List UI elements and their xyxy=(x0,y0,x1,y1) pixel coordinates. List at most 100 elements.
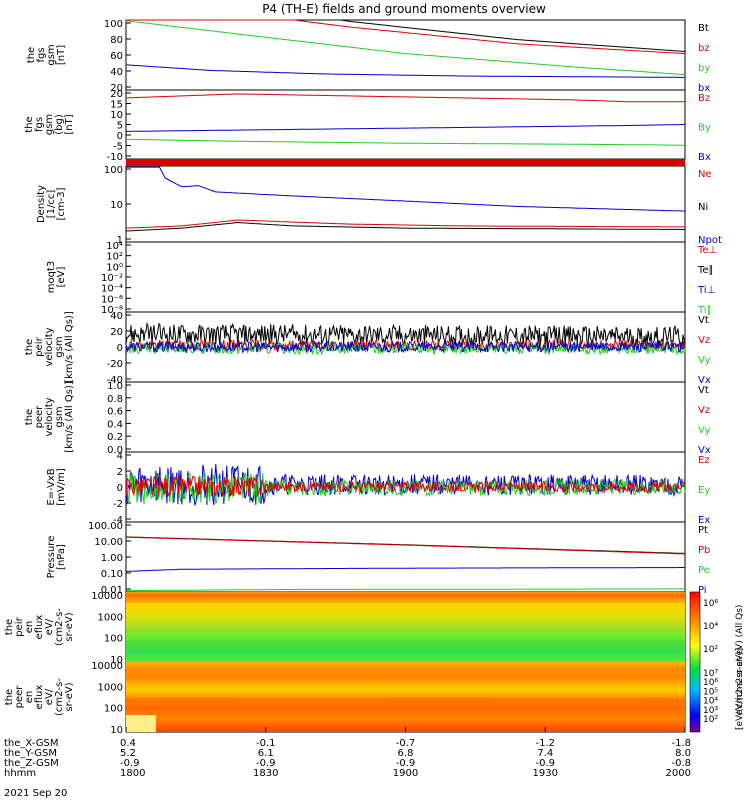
y-tick-label: 10⁴ xyxy=(106,241,123,252)
colorbar-tick-label: 10² xyxy=(703,715,718,725)
plot-title: P4 (TH-E) fields and ground moments over… xyxy=(262,2,546,16)
x-tick-label: -1.2 xyxy=(535,738,555,749)
legend-entry: Bx xyxy=(698,152,711,163)
series-by xyxy=(125,20,686,76)
y-axis-label: [nPa] xyxy=(56,544,67,570)
legend-entry: Ex xyxy=(698,515,710,526)
electron-band-1 xyxy=(126,675,685,679)
ion-spectrogram-image xyxy=(126,592,685,662)
legend-entry: Pe xyxy=(698,565,710,576)
y-tick-label: 10 xyxy=(110,110,123,121)
y-tick-label: 0.01 xyxy=(101,585,123,596)
x-row-label: hhmm xyxy=(4,768,36,779)
y-tick-label: 1000 xyxy=(98,682,123,693)
y-axis-label: sr-eV) xyxy=(64,682,75,711)
y-tick-label: 10² xyxy=(106,252,123,263)
electron-spectrogram-image xyxy=(126,662,685,732)
panel-frame xyxy=(125,165,686,243)
y-axis-label: peer xyxy=(34,405,45,429)
y-tick-label: 10⁰ xyxy=(106,262,123,273)
legend-entry: by xyxy=(698,63,710,74)
legend-entry: Te⊥ xyxy=(697,245,717,256)
ion-band-low xyxy=(126,632,685,640)
y-axis-label: (cm2-s- xyxy=(54,608,65,646)
series-Ez xyxy=(125,475,686,498)
y-tick-label: 4 xyxy=(117,451,123,462)
x-tick-label: 6.8 xyxy=(398,748,414,759)
y-axis-label: Density xyxy=(36,185,47,223)
y-tick-label: -5 xyxy=(113,142,123,153)
y-tick-label: 10 xyxy=(110,655,123,666)
series-Pb xyxy=(125,536,686,555)
y-tick-label: 0.6 xyxy=(107,407,123,418)
colorbar-tick-label: 10⁵ xyxy=(703,687,718,697)
y-tick-label: 10⁻² xyxy=(101,273,123,284)
y-axis-label: gsm xyxy=(54,406,65,427)
legend-entry: Pt xyxy=(698,525,708,536)
series-Bt xyxy=(126,19,686,52)
legend-entry: Ey xyxy=(698,485,710,496)
x-tick-label: 2000 xyxy=(666,768,691,779)
y-axis-label: [cm-3] xyxy=(56,187,67,220)
y-axis-label: the xyxy=(4,689,15,705)
y-tick-label: 0.10 xyxy=(101,569,123,580)
series-Vt xyxy=(125,321,686,348)
y-tick-label: 0.0 xyxy=(107,445,123,456)
legend-entry: Ti⊥ xyxy=(697,285,715,296)
quality-flag-strip xyxy=(126,159,685,166)
legend-entry: Vt xyxy=(698,385,709,396)
y-axis-label: en xyxy=(24,691,35,704)
x-tick-label: -0.9 xyxy=(120,758,140,769)
y-tick-label: 40 xyxy=(110,67,123,78)
series-Pe xyxy=(126,588,685,592)
y-tick-label: 5 xyxy=(117,121,123,132)
y-tick-label: 100 xyxy=(104,704,123,715)
legend-entry: Vy xyxy=(698,425,711,436)
y-axis-label: (bg) xyxy=(54,114,65,135)
y-tick-label: 0 xyxy=(117,483,123,494)
colorbar-tick-label: 10⁴ xyxy=(703,697,718,707)
series-Bx xyxy=(126,124,685,132)
x-tick-label: -0.1 xyxy=(256,738,276,749)
y-tick-label: 10000 xyxy=(91,661,123,672)
y-tick-label: 10 xyxy=(110,725,123,736)
colorbar-tick-label: 10⁶ xyxy=(703,599,718,609)
panel-frame xyxy=(125,521,686,593)
x-row-label: the_Y-GSM xyxy=(4,748,57,759)
y-axis-label: en xyxy=(24,621,35,634)
panel-frame xyxy=(125,241,686,313)
x-tick-label: -1.8 xyxy=(671,738,691,749)
y-tick-label: 0 xyxy=(117,131,123,142)
y-tick-label: 100 xyxy=(104,634,123,645)
y-axis-label: velocity xyxy=(44,397,55,436)
legend-entry: Vy xyxy=(698,355,711,366)
panel-8: Pressure [nPa] 100.00 10.00 1.00 0.10 0.01 Pt Pb… xyxy=(46,521,710,596)
x-tick-label: -0.7 xyxy=(396,738,416,749)
y-axis-label: the xyxy=(24,409,35,425)
y-tick-label: 10⁻⁶ xyxy=(101,294,123,305)
y-tick-label: 0.2 xyxy=(107,432,123,443)
y-axis-label: peir xyxy=(14,616,25,636)
y-tick-label: 15 xyxy=(110,100,123,111)
panel-3: Density [1/cc] [cm-3] 100 10 1 Ne Ni Npot xyxy=(36,165,722,246)
legend-entry: Vx xyxy=(698,375,711,386)
legend-entry: By xyxy=(698,123,711,134)
y-tick-label: -4 xyxy=(113,515,123,526)
legend-entry: Ne xyxy=(698,169,712,180)
legend-entry: Vz xyxy=(698,335,710,346)
y-tick-label: 10.00 xyxy=(94,537,123,548)
x-tick-label: 8.0 xyxy=(675,748,691,759)
y-tick-label: -40 xyxy=(107,375,123,386)
legend-entry: Pi xyxy=(698,585,707,596)
x-tick-label: -0.9 xyxy=(535,758,555,769)
legend-entry: Npot xyxy=(698,235,722,246)
legend-entry: Bt xyxy=(698,23,709,34)
y-axis-label: [nT] xyxy=(56,45,67,65)
colorbar-tick-label: 10⁶ xyxy=(703,678,718,688)
y-axis-label: eV/ xyxy=(44,618,55,635)
y-tick-label: 1.00 xyxy=(101,553,123,564)
colorbar-tick-label: 10⁴ xyxy=(703,622,718,632)
colorbar-tick-label: 10³ xyxy=(703,706,718,716)
